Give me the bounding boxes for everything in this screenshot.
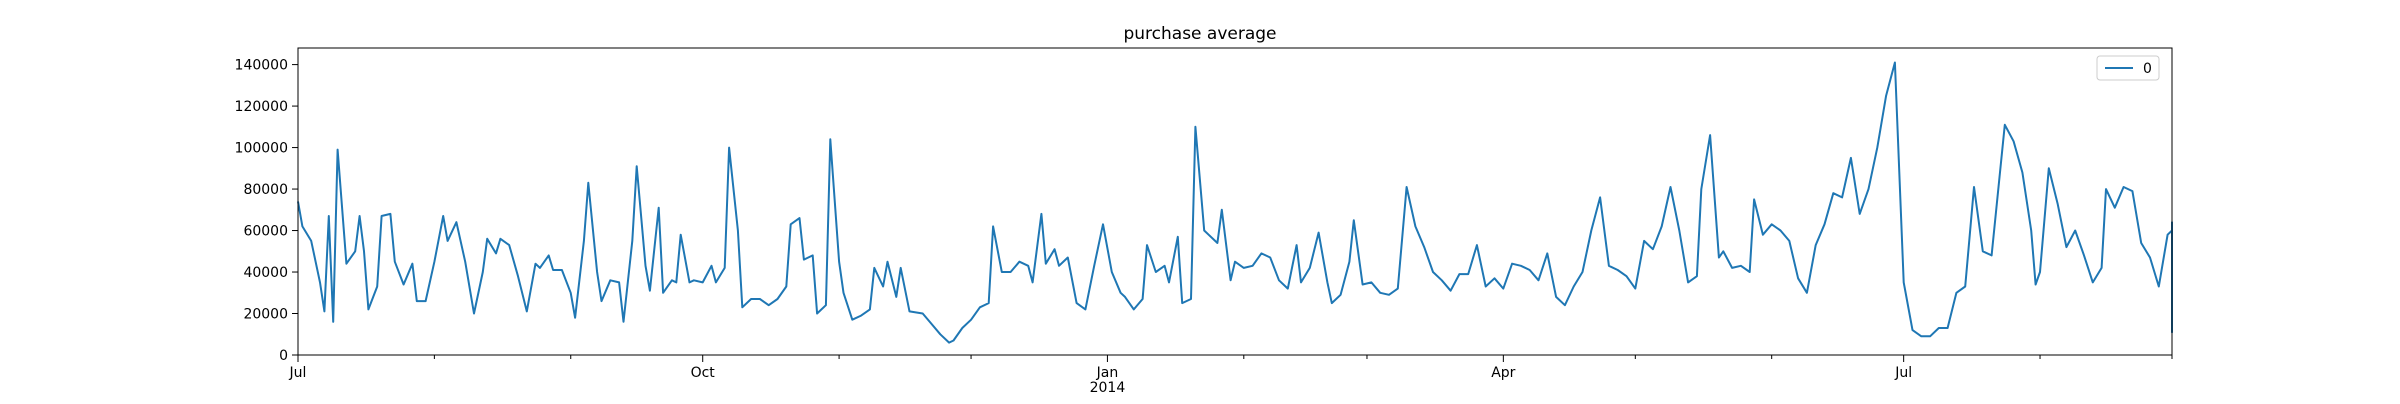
y-axis: 0 20000 40000 60000 80000 100000 120000 140000: [235, 58, 298, 364]
chart-title: purchase average: [1123, 24, 1276, 44]
y-tick-label: 100000: [235, 141, 288, 157]
y-tick-label: 140000: [235, 58, 288, 74]
y-tick-label: 40000: [243, 265, 288, 281]
x-tick-sublabel: 2014: [1090, 380, 1126, 396]
plot-frame: [297, 47, 2173, 356]
series-line-0: [297, 61, 2173, 344]
legend-label: 0: [2143, 61, 2152, 77]
x-tick-label: Apr: [1491, 365, 1515, 381]
x-tick-label: Jul: [1894, 365, 1912, 381]
legend: 0: [2096, 55, 2160, 81]
x-tick-label: Jan: [1096, 365, 1119, 381]
plot-area: [297, 47, 2173, 356]
y-tick-label: 60000: [243, 224, 288, 240]
y-tick-label: 120000: [235, 99, 288, 115]
y-tick-label: 20000: [243, 307, 288, 323]
x-tick-label: Oct: [691, 365, 716, 381]
y-tick-label: 80000: [243, 182, 288, 198]
y-tick-label: 0: [279, 348, 288, 364]
x-tick-label: Jul: [289, 365, 307, 381]
